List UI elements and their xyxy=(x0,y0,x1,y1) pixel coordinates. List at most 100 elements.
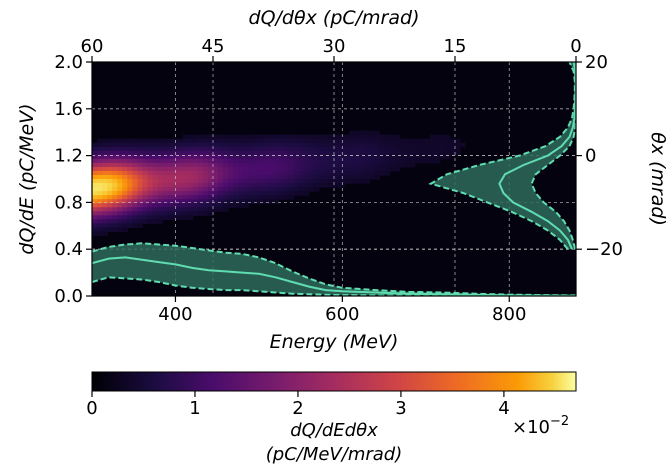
heatmap-cell xyxy=(359,158,365,164)
heatmap-cell xyxy=(268,191,275,196)
heatmap-cell xyxy=(207,134,214,140)
heatmap-cell xyxy=(97,183,103,188)
heatmap-cell xyxy=(328,174,335,180)
heatmap-cell xyxy=(404,138,411,144)
heatmap-cell xyxy=(434,142,441,148)
heatmap-cell xyxy=(389,162,396,168)
x-tick-label: 600 xyxy=(325,304,359,325)
heatmap-cell xyxy=(364,166,370,172)
heatmap-cell xyxy=(238,174,244,180)
heatmap-cell xyxy=(102,179,108,184)
heatmap-cell xyxy=(182,154,189,160)
heatmap-cell xyxy=(374,134,380,140)
heatmap-cell xyxy=(313,183,320,188)
heatmap-cell xyxy=(197,146,204,152)
heatmap-cell xyxy=(228,142,234,148)
heatmap-cell xyxy=(313,134,320,140)
heatmap-cell xyxy=(379,162,386,168)
heatmap-cell xyxy=(107,191,113,196)
heatmap-cell xyxy=(132,219,138,224)
heatmap-cell xyxy=(263,162,270,168)
heatmap-cell xyxy=(238,179,244,184)
heatmap-cell xyxy=(207,199,214,204)
heatmap-cell xyxy=(228,170,234,176)
heatmap-cell xyxy=(127,150,133,156)
heatmap-cell xyxy=(233,166,239,172)
heatmap-cell xyxy=(293,158,300,164)
heatmap-cell xyxy=(298,179,305,184)
heatmap-cell xyxy=(157,191,164,196)
heatmap-cell xyxy=(399,154,406,160)
heatmap-cell xyxy=(243,166,249,172)
heatmap-cell xyxy=(213,174,219,180)
colorbar-tick-label: 1 xyxy=(189,398,200,419)
heatmap-cell xyxy=(97,195,103,200)
heatmap-cell xyxy=(283,138,290,144)
heatmap-cell xyxy=(323,150,330,156)
heatmap-cell xyxy=(112,162,118,168)
heatmap-cell xyxy=(273,170,280,176)
heatmap-cell xyxy=(137,158,144,164)
heatmap-cell xyxy=(142,146,149,152)
heatmap-cell xyxy=(253,146,259,152)
heatmap-cell xyxy=(349,166,355,172)
heatmap-cell xyxy=(117,174,123,180)
heatmap-cell xyxy=(354,154,360,160)
heatmap-cell xyxy=(273,179,280,184)
heatmap-cell xyxy=(197,166,204,172)
heatmap-cell xyxy=(157,174,164,180)
heatmap-cell xyxy=(127,138,133,144)
heatmap-cell xyxy=(323,134,330,140)
heatmap-cell xyxy=(152,170,159,176)
heatmap-cell xyxy=(92,191,98,196)
heatmap-cell xyxy=(147,166,154,172)
heatmap-cell xyxy=(238,158,244,164)
heatmap-cell xyxy=(177,195,184,200)
heatmap-cell xyxy=(414,154,421,160)
heatmap-cell xyxy=(152,207,159,212)
heatmap-cell xyxy=(202,199,209,204)
heatmap-cell xyxy=(182,215,189,220)
heatmap-cell xyxy=(157,142,164,148)
heatmap-cell xyxy=(298,134,305,140)
heatmap-cell xyxy=(132,170,138,176)
heatmap-cell xyxy=(218,162,224,168)
heatmap-cell xyxy=(238,191,244,196)
heatmap-cell xyxy=(303,187,310,192)
heatmap-cell xyxy=(172,191,179,196)
heatmap-cell xyxy=(253,158,259,164)
heatmap-cell xyxy=(218,158,224,164)
heatmap-cell xyxy=(364,134,370,140)
heatmap-cell xyxy=(233,162,239,168)
heatmap-cell xyxy=(207,187,214,192)
heatmap-cell xyxy=(298,174,305,180)
heatmap-cell xyxy=(439,138,446,144)
heatmap-cell xyxy=(253,195,259,200)
heatmap-cell xyxy=(97,162,103,168)
heatmap-cell xyxy=(303,191,310,196)
heatmap-cell xyxy=(132,187,138,192)
heatmap-cell xyxy=(233,142,239,148)
heatmap-cell xyxy=(344,146,350,152)
heatmap-cell xyxy=(389,134,396,140)
heatmap-cell xyxy=(278,158,285,164)
heatmap-cell xyxy=(344,179,350,184)
heatmap-cell xyxy=(404,146,411,152)
heatmap-cell xyxy=(238,154,244,160)
heatmap-cell xyxy=(419,150,426,156)
heatmap-cell xyxy=(167,150,174,156)
heatmap-cell xyxy=(162,170,169,176)
heatmap-cell xyxy=(243,199,249,204)
heatmap-cell xyxy=(142,142,149,148)
heatmap-cell xyxy=(117,166,123,172)
heatmap-cell xyxy=(117,199,123,204)
heatmap-cell xyxy=(167,142,174,148)
heatmap-cell xyxy=(142,179,149,184)
heatmap-cell xyxy=(137,183,144,188)
heatmap-cell xyxy=(107,179,113,184)
heatmap-cell xyxy=(207,158,214,164)
heatmap-cell xyxy=(268,174,275,180)
heatmap-cell xyxy=(132,138,138,144)
heatmap-cell xyxy=(97,142,103,148)
heatmap-cell xyxy=(283,150,290,156)
